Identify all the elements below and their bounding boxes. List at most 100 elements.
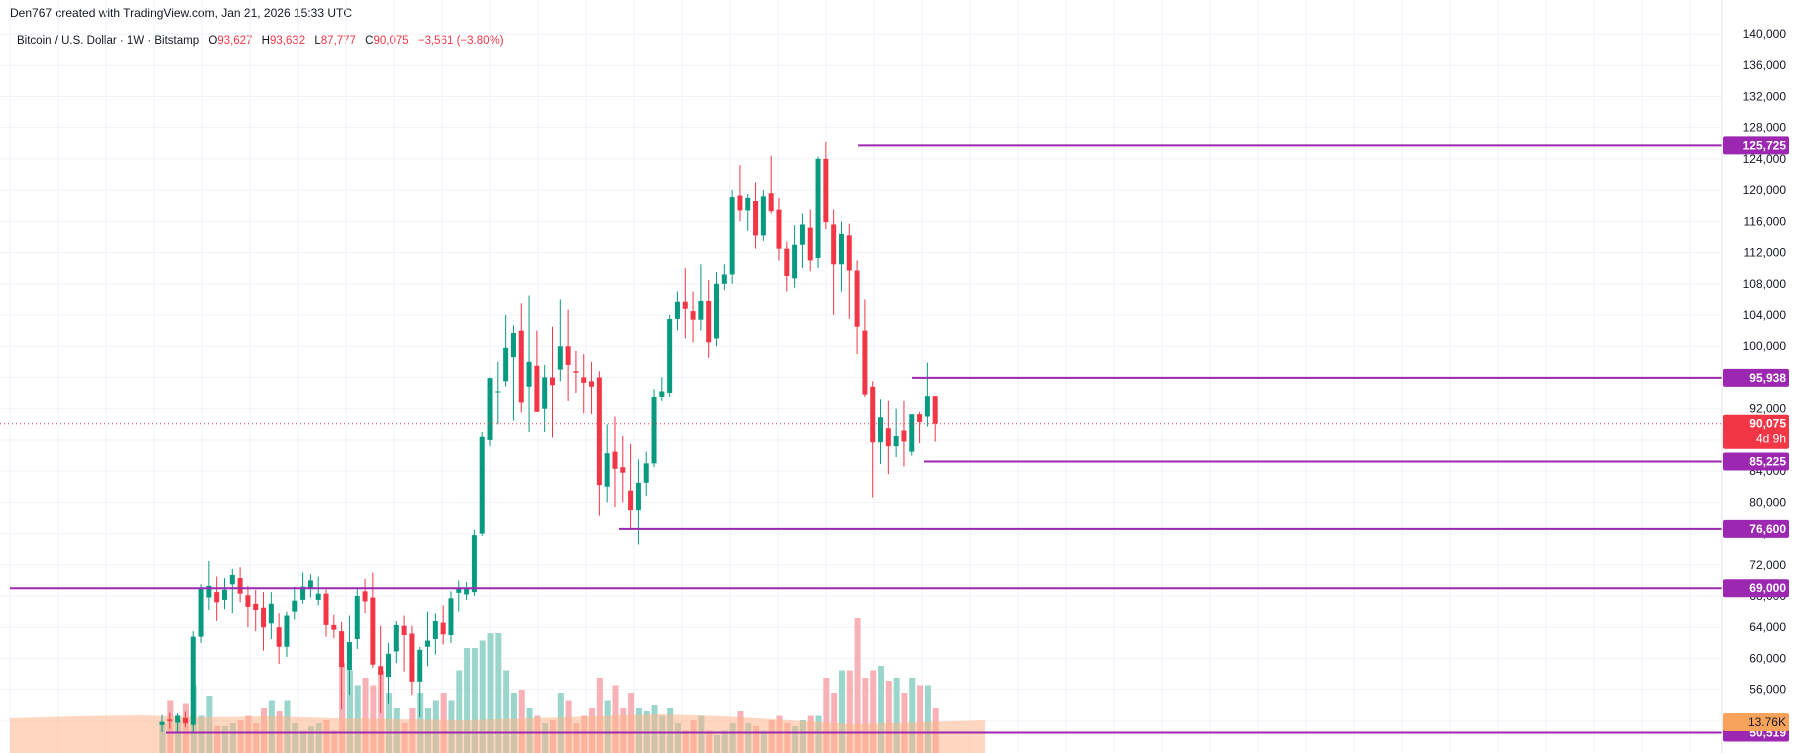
candle-body xyxy=(378,666,384,675)
candle-body xyxy=(409,633,415,682)
axis-tick-label: 124,000 xyxy=(1743,152,1787,166)
candle-body xyxy=(745,197,751,211)
candle-body xyxy=(932,396,938,424)
candle-body xyxy=(878,417,884,443)
volume-bar xyxy=(838,670,845,753)
close-label: C xyxy=(365,35,374,47)
axis-tick-label: 108,000 xyxy=(1743,277,1787,291)
candle-body xyxy=(854,270,860,327)
level-price-tag-bg xyxy=(1723,579,1789,598)
candle-body xyxy=(221,589,227,600)
volume-bar xyxy=(893,678,900,753)
candle-body xyxy=(901,430,907,442)
candle-body xyxy=(510,332,516,358)
volume-moving-average xyxy=(10,714,985,753)
candle-body xyxy=(682,301,688,309)
candle-body xyxy=(823,158,829,223)
candle-body xyxy=(620,467,626,473)
volume-bars xyxy=(10,618,985,753)
candle-body xyxy=(651,396,657,464)
candle-body xyxy=(206,585,212,598)
candle-body xyxy=(659,391,665,397)
candle-body xyxy=(565,346,571,365)
candle-body xyxy=(643,463,649,483)
volume-bar xyxy=(885,681,892,753)
axis-tick-label: 116,000 xyxy=(1744,214,1787,228)
volume-bar xyxy=(471,648,478,753)
candle-body xyxy=(893,435,899,447)
candle-body xyxy=(425,640,431,647)
volume-bar xyxy=(456,670,463,753)
candle-body xyxy=(190,636,196,725)
candle-body xyxy=(815,158,821,259)
candle-body xyxy=(487,378,493,440)
candle-body xyxy=(479,436,485,534)
candle-body xyxy=(909,414,915,452)
candle-body xyxy=(831,224,837,265)
candle-body xyxy=(307,580,313,589)
level-price-tag-bg xyxy=(1723,452,1789,471)
volume-bar xyxy=(854,618,861,753)
candle-body xyxy=(737,195,743,211)
candle-body xyxy=(799,224,805,245)
candle-body xyxy=(596,377,602,486)
candle-body xyxy=(917,414,923,422)
candle-body xyxy=(253,603,259,611)
candle-body xyxy=(495,391,501,393)
candle-body xyxy=(862,330,868,395)
candle-body xyxy=(753,201,759,236)
volume-bar xyxy=(487,633,494,753)
candle-body xyxy=(690,311,696,320)
candle-body xyxy=(698,300,704,320)
candle-body xyxy=(760,196,766,236)
candle-body xyxy=(573,371,579,373)
candle-body xyxy=(346,642,352,671)
grid-lines xyxy=(0,0,1722,753)
candle-body xyxy=(323,593,329,625)
candle-body xyxy=(456,588,462,593)
candle-body xyxy=(432,620,438,639)
candle-body xyxy=(182,717,188,724)
candle-body xyxy=(534,365,540,412)
axis-tick-label: 132,000 xyxy=(1743,89,1787,103)
candle-body xyxy=(261,607,267,628)
level-price-tag: 69,000 xyxy=(1749,581,1786,595)
candle-body xyxy=(448,598,454,636)
candlesticks xyxy=(159,141,938,732)
horizontal-levels[interactable] xyxy=(0,144,1722,734)
level-price-tag: 125,725 xyxy=(1743,138,1787,152)
candle-body xyxy=(846,235,852,271)
candle-body xyxy=(768,193,774,212)
candle-body xyxy=(354,596,360,639)
candle-body xyxy=(667,318,673,394)
axis-tick-label: 128,000 xyxy=(1743,121,1787,135)
candle-body xyxy=(526,361,532,387)
candle-body xyxy=(401,625,407,636)
candle-body xyxy=(729,197,735,275)
candle-body xyxy=(440,622,446,635)
candle-body xyxy=(870,386,876,443)
level-price-tag-bg xyxy=(1723,519,1789,538)
axis-tick-label: 60,000 xyxy=(1749,651,1786,665)
axis-tick-label: 100,000 xyxy=(1743,339,1787,353)
axis-tick-label: 56,000 xyxy=(1749,683,1786,697)
axis-tick-label: 80,000 xyxy=(1749,495,1786,509)
candle-body xyxy=(924,396,930,417)
axis-tick-label: 72,000 xyxy=(1749,558,1786,572)
candle-body xyxy=(838,233,844,265)
candle-body xyxy=(175,715,181,723)
candle-body xyxy=(674,301,680,319)
volume-bar xyxy=(495,633,502,753)
level-price-tag: 76,600 xyxy=(1749,522,1786,536)
candle-body xyxy=(784,248,790,276)
volume-bar xyxy=(362,678,369,753)
volume-bar xyxy=(924,685,931,753)
candle-body xyxy=(589,381,595,387)
candle-body xyxy=(471,535,477,593)
candle-body xyxy=(393,624,399,652)
candle-body xyxy=(300,586,306,600)
candle-body xyxy=(339,631,345,668)
candle-body xyxy=(362,591,368,602)
axis-tick-label: 120,000 xyxy=(1743,183,1787,197)
